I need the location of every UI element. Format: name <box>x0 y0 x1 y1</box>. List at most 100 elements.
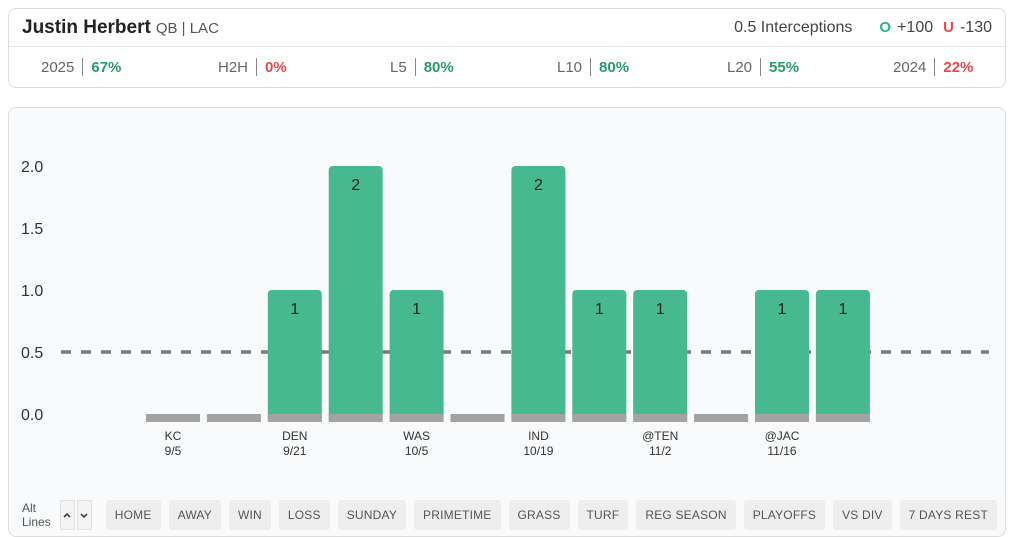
bar-base <box>511 414 566 422</box>
filter-turf[interactable]: TURF <box>577 500 629 530</box>
stat-divider <box>414 58 416 76</box>
filter-7-days-rest[interactable]: 7 DAYS REST <box>899 500 997 530</box>
y-tick-label: 1.0 <box>21 283 43 300</box>
x-tick-date: 10/5 <box>405 444 429 458</box>
x-tick-opponent: DEN <box>282 429 307 443</box>
stat-label: L20 <box>727 58 753 76</box>
stat-value: 80% <box>423 58 454 76</box>
stat-l20[interactable]: L20 55% <box>727 47 799 87</box>
filter-sunday[interactable]: SUNDAY <box>337 500 407 530</box>
y-tick-label: 0.0 <box>21 407 43 424</box>
bar-base <box>815 414 870 422</box>
stat-value: 80% <box>599 58 630 76</box>
alt-line-down-button[interactable] <box>76 500 92 530</box>
filter-primetime[interactable]: PRIMETIME <box>414 500 501 530</box>
filter-home[interactable]: HOME <box>105 500 161 530</box>
bar-value-label: 2 <box>351 177 360 194</box>
stat-label: H2H <box>218 58 249 76</box>
stat-value: 0% <box>265 58 287 76</box>
stat-label: 2025 <box>41 58 75 76</box>
bar-value-label: 2 <box>534 177 543 194</box>
stat-h2h[interactable]: H2H 0% <box>218 47 287 87</box>
alt-line-up-button[interactable] <box>59 500 75 530</box>
filter-vs-div[interactable]: VS DIV <box>833 500 892 530</box>
bar-base <box>572 414 627 422</box>
filter-playoffs[interactable]: PLAYOFFS <box>743 500 826 530</box>
filter-grass[interactable]: GRASS <box>508 500 570 530</box>
prop-label: 0.5 Interceptions <box>734 18 853 36</box>
stat-value: 55% <box>769 58 800 76</box>
filter-loss[interactable]: LOSS <box>278 500 330 530</box>
player-header-card: Justin Herbert QB | LAC 0.5 Interception… <box>8 8 1006 88</box>
x-tick-date: 11/16 <box>767 444 796 458</box>
game-bar <box>328 166 383 422</box>
over-odds-value: +100 <box>897 18 934 36</box>
y-tick-label: 2.0 <box>21 159 43 176</box>
stat-label: L5 <box>390 58 407 76</box>
chevron-down-icon <box>80 513 88 519</box>
bar-value-label: 1 <box>838 301 847 318</box>
bar-base <box>755 414 809 422</box>
hit-rate-stats: 2025 67% H2H 0% L5 80% L10 80% L20 55% 2024 22… <box>9 47 1005 87</box>
filter-win[interactable]: WIN <box>228 500 271 530</box>
stat-divider <box>590 58 592 76</box>
filter-chips: HOME AWAY WIN LOSS SUNDAY PRIMETIME GRASS TURF R… <box>105 500 1005 530</box>
stat-l5[interactable]: L5 80% <box>390 47 454 87</box>
stat-divider <box>256 58 258 76</box>
game-bar <box>450 414 505 422</box>
stat-label: L10 <box>557 58 583 76</box>
x-tick-opponent: @JAC <box>765 429 800 443</box>
bar-value-label: 1 <box>290 301 299 318</box>
y-tick-label: 0.5 <box>21 345 43 362</box>
filter-away[interactable]: AWAY <box>168 500 221 530</box>
game-bar <box>633 290 688 422</box>
bar-value-label: 1 <box>778 301 787 318</box>
y-tick-label: 1.5 <box>21 221 43 238</box>
game-bar <box>694 414 749 422</box>
chevron-up-icon <box>63 512 71 518</box>
over-icon: O <box>879 19 892 36</box>
header-top-row: Justin Herbert QB | LAC 0.5 Interception… <box>9 9 1005 47</box>
bar-base <box>328 414 383 422</box>
stat-divider <box>82 58 84 76</box>
stat-divider <box>760 58 762 76</box>
bar-base <box>633 414 688 422</box>
x-tick-opponent: KC <box>165 429 182 443</box>
player-position-team: QB | LAC <box>155 20 219 37</box>
under-odds-value: -130 <box>959 18 992 36</box>
x-tick-opponent: IND <box>528 429 549 443</box>
game-bar <box>146 414 200 422</box>
bar-base <box>389 414 444 422</box>
under-icon: U <box>943 19 954 36</box>
x-tick-date: 9/5 <box>165 444 182 458</box>
game-bar <box>511 166 566 422</box>
player-name: Justin Herbert <box>22 16 151 38</box>
game-log-chart-card: 0.0 0.5 1.0 1.5 2.0 KC 9/5 1 DEN 9/21 2 1 WAS 10/5 2 IN… <box>8 107 1006 537</box>
game-bar <box>389 290 444 422</box>
bar-value-label: 1 <box>412 301 421 318</box>
stat-divider <box>934 58 936 76</box>
stat-label: 2024 <box>893 58 927 76</box>
bar-value-label: 1 <box>656 301 665 318</box>
x-tick-opponent: WAS <box>403 429 430 443</box>
game-bar <box>206 414 261 422</box>
x-tick-date: 10/19 <box>523 444 553 458</box>
stat-l10[interactable]: L10 80% <box>557 47 629 87</box>
under-odds[interactable]: U -130 <box>943 19 992 37</box>
stat-value: 22% <box>943 58 974 76</box>
stat-value: 67% <box>91 58 122 76</box>
x-tick-date: 9/21 <box>283 444 307 458</box>
stat-season[interactable]: 2025 67% <box>41 47 121 87</box>
game-bar <box>755 290 809 422</box>
bar-value-label: 1 <box>595 301 604 318</box>
stat-prev-season[interactable]: 2024 22% <box>893 47 973 87</box>
bar-base <box>267 414 322 422</box>
x-tick-date: 11/2 <box>649 444 672 458</box>
filter-bar: Alt Lines HOME AWAY WIN LOSS SUNDAY PRIMETIME… <box>9 497 1005 533</box>
x-tick-opponent: @TEN <box>642 429 678 443</box>
game-bar <box>815 290 870 422</box>
over-odds[interactable]: O +100 <box>879 19 933 37</box>
filter-reg-season[interactable]: REG SEASON <box>636 500 736 530</box>
game-bar <box>572 290 627 422</box>
